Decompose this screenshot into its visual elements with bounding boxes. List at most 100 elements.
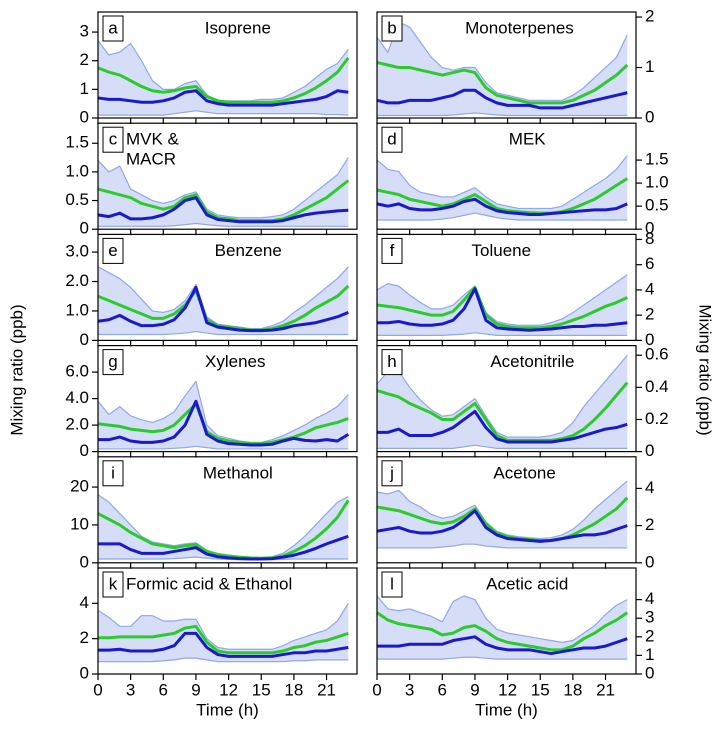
series-line <box>98 624 349 655</box>
series-line <box>98 399 350 447</box>
y-tick-label: 0 <box>80 441 89 460</box>
panel-label: i <box>111 463 115 482</box>
y-tick-label: 2 <box>645 626 654 645</box>
band-lower <box>377 332 628 336</box>
x-tick-label: 3 <box>126 680 135 699</box>
x-tick-label: 6 <box>159 680 168 699</box>
x-tick-label: 9 <box>191 680 200 699</box>
band-upper <box>97 380 349 443</box>
panel-title: Acetonitrile <box>490 352 574 371</box>
x-tick-label: 0 <box>93 680 102 699</box>
panel-title: MEK <box>509 130 547 149</box>
panel-label: k <box>109 574 118 593</box>
panel-title: Isoprene <box>205 18 271 37</box>
y-tick-label: 0 <box>645 441 654 460</box>
plot-frame <box>97 456 358 564</box>
y-tick-label: 0 <box>80 552 89 571</box>
x-tick-label: 18 <box>284 680 303 699</box>
series-line <box>97 56 350 104</box>
plot-frame <box>376 345 637 453</box>
panel: 0 2 4 0 3 6 9 12 15 18 21 Time (h) k Formic acid & Et… <box>80 567 358 719</box>
series-line <box>377 635 628 656</box>
series-line <box>98 631 349 658</box>
band-area <box>98 40 349 116</box>
y-tick-label: 0 <box>645 552 654 571</box>
x-tick-label: 15 <box>531 680 550 699</box>
panel-label: l <box>390 574 394 593</box>
band-lower <box>98 445 349 450</box>
series-line <box>97 196 349 224</box>
series-line <box>97 89 349 107</box>
band-lower <box>377 543 628 549</box>
x-tick-label: 12 <box>219 680 238 699</box>
y-tick-label: 0 <box>645 107 654 126</box>
y-tick-label: 0 <box>645 330 654 349</box>
panel-label-box <box>102 349 124 376</box>
y-tick-label: 4 <box>645 478 654 497</box>
panel-label-box <box>102 460 124 487</box>
band-upper <box>376 21 628 101</box>
x-tick-label: 3 <box>405 680 414 699</box>
y-tick-label: 1.0 <box>65 161 89 180</box>
panel-label-box <box>381 460 403 487</box>
panel-label-box <box>102 237 124 264</box>
band-lower <box>98 556 349 561</box>
y-tick-label: 1 <box>645 57 654 76</box>
x-tick-label: 9 <box>470 680 479 699</box>
panel-title: Monoterpenes <box>465 18 574 37</box>
band-upper <box>97 603 349 650</box>
panel-title: MACR <box>126 150 176 169</box>
y-tick-label: 4 <box>645 589 654 608</box>
x-axis-label: Time (h) <box>475 700 538 719</box>
y-tick-label: 6.0 <box>65 362 89 381</box>
band-upper <box>376 595 628 643</box>
panel: 0 0.5 1.0 1.5 c MVK &MACR <box>65 122 358 238</box>
panel-label: b <box>387 18 396 37</box>
panel-title: MVK & <box>126 130 180 149</box>
plot-frame <box>376 11 637 119</box>
band-lower <box>98 330 349 336</box>
y-tick-label: 0 <box>80 107 89 126</box>
plot-frame <box>97 567 358 675</box>
series-line <box>377 409 628 444</box>
y-tick-label: 1.5 <box>645 150 669 169</box>
series-line <box>97 285 349 333</box>
y-tick-label: 1.0 <box>65 300 89 319</box>
panel-label-box <box>381 237 403 264</box>
panel-label: h <box>387 352 396 371</box>
panel-title: Toluene <box>472 241 532 260</box>
y-tick-label: 0 <box>80 330 89 349</box>
panel-title: Acetic acid <box>486 574 568 593</box>
plot-frame <box>376 567 637 675</box>
y-tick-label: 3 <box>645 608 654 627</box>
series-line <box>97 179 350 223</box>
y-tick-label: 0 <box>645 663 654 682</box>
band-lower <box>377 212 628 221</box>
panel: 0 2 4 6 8 f Toluene <box>376 229 654 349</box>
x-axis-label: Time (h) <box>196 700 259 719</box>
y-tick-label: 0 <box>645 219 654 238</box>
y-tick-label: 2.0 <box>65 415 89 434</box>
series-line <box>376 197 628 216</box>
band-upper <box>376 155 628 210</box>
x-tick-label: 12 <box>498 680 517 699</box>
x-tick-label: 18 <box>563 680 582 699</box>
plot-frame <box>376 122 637 230</box>
panel-title: Xylenes <box>205 352 265 371</box>
x-tick-label: 0 <box>372 680 381 699</box>
panel: 0 2 4 j Acetone <box>376 456 654 571</box>
series-line <box>376 496 629 542</box>
panel-label-box <box>102 15 124 42</box>
series-line <box>376 61 629 105</box>
y-tick-label: 1 <box>80 79 89 98</box>
y-tick-label: 4.0 <box>65 388 89 407</box>
series-line <box>97 402 349 446</box>
y-tick-label: 1.5 <box>65 133 89 152</box>
panel: 0 0.5 1.0 1.5 d MEK <box>376 122 669 238</box>
band-upper <box>376 354 628 438</box>
panel: 0 0.2 0.4 0.6 h Acetonitrile <box>376 345 669 460</box>
y-tick-label: 20 <box>70 477 89 496</box>
x-tick-label: 6 <box>438 680 447 699</box>
panel-label: a <box>108 18 118 37</box>
